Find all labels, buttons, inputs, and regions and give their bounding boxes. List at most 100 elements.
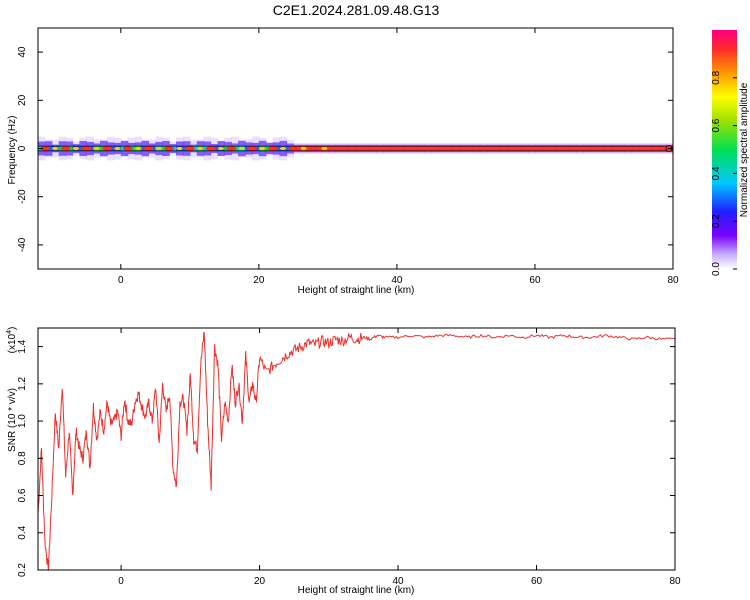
snr-x-tick-label: 0 bbox=[118, 576, 124, 587]
spectrogram-peak bbox=[226, 146, 237, 151]
spectrogram-core-cell bbox=[410, 146, 419, 151]
spectrogram-core-cell bbox=[597, 146, 605, 151]
spectrogram-core-cell bbox=[617, 146, 626, 151]
spectrogram-core-cell bbox=[334, 146, 343, 151]
spectrogram-peak-edge bbox=[321, 146, 328, 151]
colorbar: 0.0 0.2 0.4 0.6 0.8 Normalized spectral ampl… bbox=[711, 30, 750, 276]
spectrogram-core-cell bbox=[390, 146, 398, 151]
spectrogram-y-tick-label: -40 bbox=[17, 237, 28, 252]
spectrogram-core-cell bbox=[341, 146, 350, 151]
spectrogram-peak bbox=[184, 146, 195, 151]
spectrogram-peak-edge bbox=[72, 146, 79, 151]
spectrogram-x-tick-label: 0 bbox=[118, 275, 124, 286]
snr-plot-area bbox=[38, 328, 675, 570]
spectrogram-y-tick-label: 20 bbox=[17, 94, 28, 106]
snr-frame bbox=[37, 327, 676, 571]
snr-x-axis: 0 20 40 60 80 bbox=[118, 328, 681, 587]
spectrogram-core-cell bbox=[562, 146, 571, 151]
spectrogram-core-cell bbox=[638, 146, 646, 151]
snr-series-layer bbox=[38, 331, 675, 570]
spectrogram-core-cell bbox=[362, 146, 370, 151]
spectrogram-peak bbox=[205, 146, 216, 151]
spectrogram-core-cell bbox=[417, 146, 426, 151]
spectrogram-core-cell bbox=[355, 146, 364, 151]
spectrogram-peak bbox=[102, 146, 113, 151]
spectrogram-core-cell bbox=[576, 146, 584, 151]
spectrogram-peak bbox=[39, 146, 50, 151]
spectrogram-core-cell bbox=[452, 146, 460, 151]
spectrogram-peak bbox=[246, 146, 257, 151]
snr-x-tick-label: 60 bbox=[531, 576, 543, 587]
spectrogram-peak-edge bbox=[155, 146, 162, 151]
spectrogram-x-axis: 0 20 40 60 80 bbox=[118, 28, 679, 286]
spectrogram-core-cell bbox=[514, 146, 522, 151]
spectrogram-peak-edge bbox=[259, 146, 266, 151]
spectrogram-peak bbox=[309, 146, 320, 151]
spectrogram-y-tick-label: 40 bbox=[17, 46, 28, 58]
spectrogram-core-cell bbox=[369, 146, 377, 151]
spectrogram-core-cell bbox=[507, 146, 515, 151]
spectrogram-core-cell bbox=[479, 146, 488, 151]
spectrogram-core-cell bbox=[500, 146, 508, 151]
colorbar-tick-label: 0.2 bbox=[711, 214, 722, 228]
snr-multiplier-base: (x10 bbox=[7, 333, 18, 353]
colorbar-ticks: 0.0 0.2 0.4 0.6 0.8 bbox=[711, 70, 737, 276]
spectrogram-core-cell bbox=[431, 146, 439, 151]
spectrogram-y-label: Frequency (Hz) bbox=[7, 116, 18, 185]
spectrogram-core-cell bbox=[583, 146, 591, 151]
spectrogram-peak-edge bbox=[176, 146, 183, 151]
snr-multiplier: (x104) bbox=[6, 327, 18, 354]
snr-y-tick-label: 1.2 bbox=[17, 376, 28, 390]
snr-x-label: Height of straight line (km) bbox=[298, 585, 415, 596]
spectrogram-core-cell bbox=[659, 146, 667, 151]
spectrogram-core-cell bbox=[465, 146, 474, 151]
spectrogram-core-cell bbox=[652, 146, 660, 151]
spectrogram-core-cell bbox=[445, 146, 453, 151]
snr-multiplier-exp: 4 bbox=[6, 330, 13, 334]
colorbar-label: Normalized spectral amplitude bbox=[739, 82, 750, 217]
spectrogram-peak-edge bbox=[280, 146, 287, 151]
spectrogram-peak bbox=[288, 146, 299, 151]
spectrogram-y-tick-label: -20 bbox=[17, 189, 28, 204]
spectrogram-peak bbox=[81, 146, 92, 151]
spectrogram-core-cell bbox=[348, 146, 357, 151]
snr-panel: 0 20 40 60 80 0.2 0.4 0.6 0.8 1.0 1.2 1.4 Height o… bbox=[6, 327, 681, 596]
snr-y-tick-label: 0.6 bbox=[17, 488, 28, 502]
spectrogram-peak-edge bbox=[300, 146, 307, 151]
spectrogram-core-cell bbox=[610, 146, 619, 151]
spectrogram-peak bbox=[267, 146, 278, 151]
spectrogram-core-cell bbox=[327, 146, 336, 151]
spectrogram-peak-edge bbox=[114, 146, 121, 151]
spectrogram-peak bbox=[164, 146, 175, 151]
spectrogram-peak bbox=[143, 146, 154, 151]
spectrogram-x-tick-label: 80 bbox=[667, 275, 679, 286]
spectrogram-x-tick-label: 60 bbox=[529, 275, 541, 286]
snr-y-axis: 0.2 0.4 0.6 0.8 1.0 1.2 1.4 bbox=[17, 339, 675, 577]
spectrogram-x-tick-label: 40 bbox=[391, 275, 403, 286]
spectrogram-peak-edge bbox=[217, 146, 224, 151]
snr-x-tick-label: 20 bbox=[254, 576, 266, 587]
snr-x-tick-label: 40 bbox=[392, 576, 404, 587]
spectrogram-core-cell bbox=[548, 146, 557, 151]
spectrogram-core-cell bbox=[486, 146, 495, 151]
spectrogram-core-cell bbox=[438, 146, 446, 151]
spectrogram-core-cell bbox=[541, 146, 550, 151]
spectrogram-core-cell bbox=[528, 146, 536, 151]
spectrogram-peak bbox=[60, 146, 71, 151]
spectrogram-peak-edge bbox=[238, 146, 245, 151]
svg-text:(x104): (x104) bbox=[6, 327, 18, 354]
spectrogram-peak-edge bbox=[93, 146, 100, 151]
snr-y-tick-label: 0.2 bbox=[17, 563, 28, 577]
colorbar-tick-label: 0.4 bbox=[711, 166, 722, 180]
colorbar-tick-label: 0.8 bbox=[711, 70, 722, 84]
spectrogram-core-cell bbox=[521, 146, 529, 151]
spectrogram-peak bbox=[122, 146, 133, 151]
spectrogram-core-cell bbox=[631, 146, 640, 151]
spectrogram-core-cell bbox=[459, 146, 467, 151]
snr-x-tick-label: 80 bbox=[669, 576, 681, 587]
spectrogram-band bbox=[38, 136, 673, 161]
spectrogram-peak-edge bbox=[135, 146, 142, 151]
spectrogram-core-cell bbox=[590, 146, 598, 151]
colorbar-tick-label: 0.6 bbox=[711, 118, 722, 132]
